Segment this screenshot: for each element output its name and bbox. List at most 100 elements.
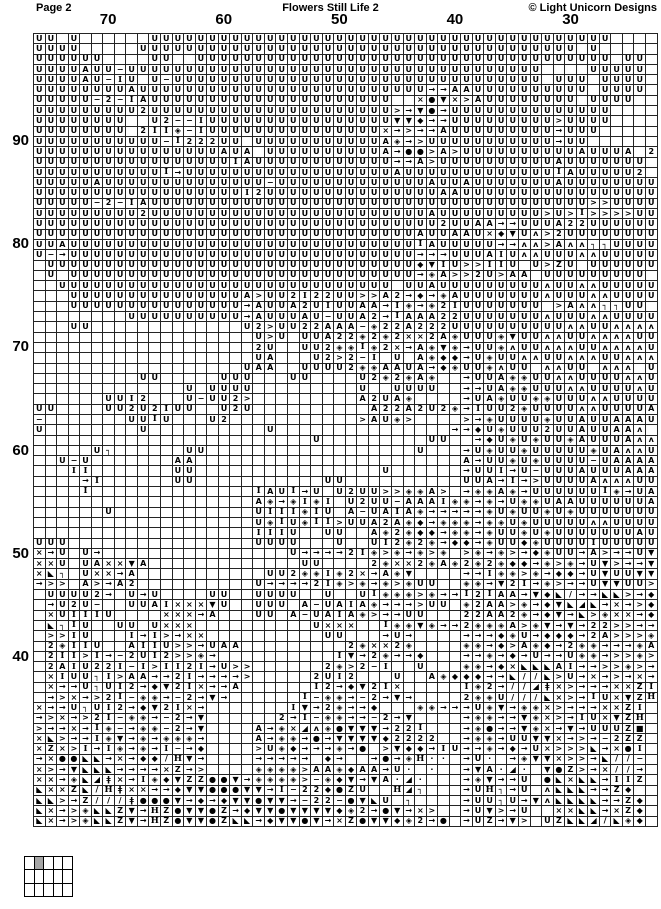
stitch-cell: U xyxy=(645,209,658,220)
stitch-cell: U xyxy=(599,260,612,271)
stitch-cell: H xyxy=(391,785,404,796)
stitch-cell: U xyxy=(149,590,162,601)
stitch-cell: U xyxy=(184,239,196,251)
stitch-cell: ◈ xyxy=(565,435,577,446)
stitch-cell: → xyxy=(507,775,519,786)
stitch-cell: 2 xyxy=(322,291,335,302)
stitch-cell: U xyxy=(253,178,265,189)
stitch-cell: > xyxy=(264,332,277,343)
stitch-cell: U xyxy=(322,600,335,611)
stitch-cell xyxy=(149,394,162,405)
stitch-cell: A xyxy=(645,497,658,508)
stitch-cell: U xyxy=(484,209,496,220)
stitch-cell xyxy=(357,476,369,488)
stitch-cell: U xyxy=(507,116,519,127)
stitch-cell: × xyxy=(553,682,566,693)
stitch-cell: U xyxy=(57,538,69,549)
stitch-cell: ʌ xyxy=(565,384,577,395)
stitch-cell xyxy=(253,662,265,673)
stitch-cell: A xyxy=(611,414,623,426)
stitch-cell xyxy=(68,548,81,560)
stitch-cell: 2 xyxy=(322,795,335,807)
stitch-cell xyxy=(438,775,450,786)
stitch-cell: 2 xyxy=(426,734,439,745)
stitch-cell xyxy=(288,651,300,663)
stitch-cell: U xyxy=(322,34,335,45)
stitch-cell: U xyxy=(426,44,439,55)
stitch-cell: U xyxy=(472,75,485,86)
stitch-cell xyxy=(391,456,404,467)
copyright-label: © Light Unicorn Designs xyxy=(528,2,658,14)
stitch-cell xyxy=(645,270,658,282)
stitch-cell: U xyxy=(622,167,635,179)
stitch-cell xyxy=(91,456,104,467)
stitch-cell: 2 xyxy=(415,322,427,333)
stitch-cell: U xyxy=(137,301,150,313)
stitch-cell xyxy=(311,538,323,549)
stitch-cell: ▼ xyxy=(368,734,381,745)
stitch-cell: → xyxy=(426,250,439,261)
stitch-cell: ▼ xyxy=(276,816,289,827)
stitch-cell: ◈ xyxy=(484,538,496,549)
stitch-cell: > xyxy=(588,209,600,220)
stitch-cell xyxy=(368,425,381,436)
stitch-cell: → xyxy=(599,744,612,755)
stitch-cell: ◆ xyxy=(195,795,208,807)
stitch-cell: ▼ xyxy=(299,703,312,714)
stitch-cell: × xyxy=(45,785,58,796)
stitch-cell: U xyxy=(45,270,58,282)
stitch-cell: ◈ xyxy=(345,342,358,354)
stitch-cell xyxy=(311,445,323,457)
stitch-cell: U xyxy=(645,239,658,251)
stitch-cell: U xyxy=(461,116,473,127)
stitch-cell: U xyxy=(449,744,462,755)
stitch-cell: U xyxy=(253,106,265,117)
stitch-cell: ◈ xyxy=(530,713,543,724)
stitch-cell: U xyxy=(80,85,92,96)
stitch-cell: → xyxy=(565,610,577,621)
stitch-cell xyxy=(403,445,416,457)
stitch-cell: A xyxy=(322,322,335,333)
stitch-cell: I xyxy=(230,157,242,168)
stitch-cell xyxy=(230,497,242,508)
stitch-cell: U xyxy=(495,209,508,220)
stitch-cell: U xyxy=(218,34,231,45)
stitch-cell: U xyxy=(149,281,162,292)
stitch-cell xyxy=(195,590,208,601)
stitch-cell: U xyxy=(103,106,115,117)
stitch-cell xyxy=(241,414,254,426)
stitch-cell: U xyxy=(461,188,473,199)
stitch-cell: ʌ xyxy=(565,353,577,364)
stitch-cell: A xyxy=(461,456,473,467)
stitch-cell: U xyxy=(241,34,254,45)
stitch-cell: U xyxy=(415,167,427,179)
stitch-cell: → xyxy=(495,239,508,251)
stitch-cell: → xyxy=(345,703,358,714)
stitch-cell xyxy=(137,445,150,457)
stitch-cell: U xyxy=(611,219,623,230)
stitch-cell: → xyxy=(599,795,612,807)
stitch-cell: U xyxy=(299,281,312,292)
stitch-cell xyxy=(57,435,69,446)
stitch-cell xyxy=(253,373,265,385)
stitch-cell xyxy=(207,744,219,755)
stitch-cell: > xyxy=(553,559,566,570)
stitch-cell: U xyxy=(253,239,265,251)
stitch-cell: → xyxy=(230,672,242,683)
stitch-cell: 2 xyxy=(380,713,392,724)
stitch-cell: > xyxy=(576,754,589,766)
stitch-cell: U xyxy=(80,229,92,240)
stitch-cell xyxy=(34,631,46,642)
stitch-cell: I xyxy=(126,394,138,405)
stitch-cell: U xyxy=(357,147,369,158)
stitch-cell: U xyxy=(565,95,577,107)
stitch-cell: A xyxy=(253,312,265,323)
stitch-cell: ◆ xyxy=(553,631,566,642)
stitch-cell: ◈ xyxy=(137,723,150,735)
stitch-cell: 2 xyxy=(507,579,519,591)
stitch-cell xyxy=(438,662,450,673)
stitch-cell xyxy=(588,85,600,96)
stitch-cell: ▼ xyxy=(195,723,208,735)
stitch-cell: 2 xyxy=(276,713,289,724)
stitch-cell: U xyxy=(218,178,231,189)
